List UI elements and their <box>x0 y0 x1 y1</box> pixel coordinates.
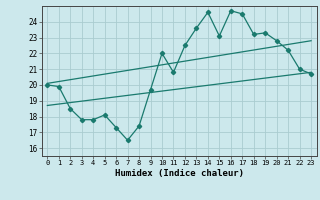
X-axis label: Humidex (Indice chaleur): Humidex (Indice chaleur) <box>115 169 244 178</box>
